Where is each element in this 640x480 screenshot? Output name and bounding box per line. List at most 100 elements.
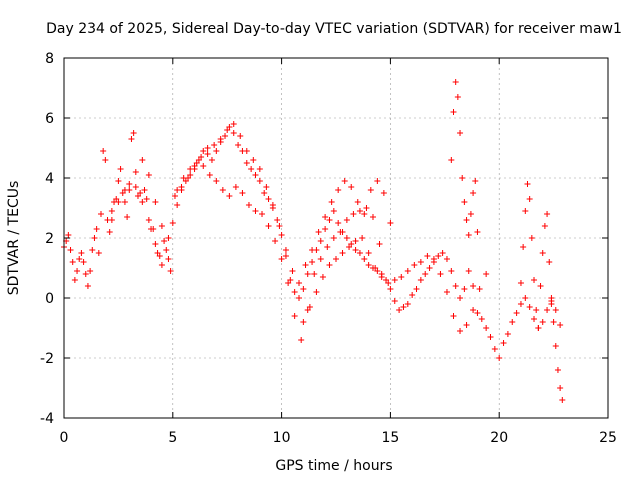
- data-point: [537, 283, 544, 289]
- data-point: [322, 226, 329, 232]
- data-point: [145, 172, 152, 178]
- data-point: [276, 223, 283, 229]
- data-point: [269, 202, 276, 208]
- data-point: [361, 211, 368, 217]
- data-point: [396, 307, 403, 313]
- data-point: [145, 217, 152, 223]
- x-tick-label: 5: [168, 430, 177, 446]
- data-point: [343, 217, 350, 223]
- data-point: [65, 232, 72, 238]
- data-point: [106, 229, 113, 235]
- y-tick-label: 2: [45, 231, 54, 247]
- data-point: [141, 187, 148, 193]
- data-point: [300, 286, 307, 292]
- data-point: [348, 184, 355, 190]
- data-point: [378, 274, 385, 280]
- data-point: [100, 148, 107, 154]
- data-point: [522, 295, 529, 301]
- data-point: [544, 211, 551, 217]
- data-point: [252, 208, 259, 214]
- data-point: [291, 289, 298, 295]
- data-point: [398, 274, 405, 280]
- data-point: [171, 193, 178, 199]
- data-point: [380, 190, 387, 196]
- data-point: [333, 256, 339, 262]
- data-point: [178, 184, 185, 190]
- y-tick-label: -4: [40, 411, 54, 427]
- data-point: [115, 178, 122, 184]
- data-point: [450, 313, 457, 319]
- data-point: [522, 208, 529, 214]
- data-point: [139, 157, 146, 163]
- data-point: [533, 307, 540, 313]
- data-point: [374, 178, 381, 184]
- data-point: [67, 247, 74, 253]
- data-point: [306, 304, 313, 310]
- data-point: [437, 271, 444, 277]
- data-point: [278, 232, 285, 238]
- data-point: [289, 268, 296, 274]
- data-point: [457, 130, 464, 136]
- data-point: [204, 145, 211, 151]
- y-tick-label: 4: [45, 171, 54, 187]
- data-point: [335, 187, 342, 193]
- grid-lines: [64, 58, 608, 418]
- data-point: [174, 202, 181, 208]
- data-point: [544, 307, 551, 313]
- data-point: [467, 211, 474, 217]
- data-point: [463, 322, 470, 328]
- data-point: [454, 94, 461, 100]
- data-point: [483, 271, 490, 277]
- data-point: [326, 262, 333, 268]
- data-point: [387, 220, 394, 226]
- data-point: [91, 235, 98, 241]
- data-point: [115, 199, 122, 205]
- data-point: [439, 250, 446, 256]
- data-point: [291, 313, 298, 319]
- data-point: [409, 292, 416, 298]
- data-point: [369, 214, 376, 220]
- data-point: [452, 283, 459, 289]
- data-point: [552, 343, 559, 349]
- data-point: [130, 130, 137, 136]
- data-point: [239, 190, 246, 196]
- data-point: [463, 217, 470, 223]
- data-point: [452, 79, 459, 85]
- data-point: [367, 187, 374, 193]
- data-point: [356, 250, 363, 256]
- data-point: [385, 280, 392, 286]
- data-point: [248, 166, 255, 172]
- data-point: [165, 235, 172, 241]
- data-point: [265, 196, 272, 202]
- data-point: [330, 208, 337, 214]
- data-point: [339, 250, 346, 256]
- data-point: [263, 184, 270, 190]
- data-point: [152, 199, 159, 205]
- data-point: [252, 172, 259, 178]
- data-point: [361, 256, 368, 262]
- data-point: [435, 253, 442, 259]
- data-point: [470, 307, 477, 313]
- data-point: [309, 259, 316, 265]
- data-point: [128, 136, 135, 142]
- data-point: [459, 175, 466, 181]
- data-point: [261, 190, 268, 196]
- data-point: [108, 217, 115, 223]
- data-point: [224, 127, 231, 133]
- data-point: [272, 238, 279, 244]
- data-point: [158, 262, 165, 268]
- data-point: [167, 268, 174, 274]
- data-point: [265, 223, 272, 229]
- data-point: [302, 262, 309, 268]
- data-point: [317, 256, 324, 262]
- data-point: [87, 268, 94, 274]
- data-point: [121, 187, 128, 193]
- data-point: [524, 181, 531, 187]
- data-point: [121, 199, 128, 205]
- data-point: [461, 199, 468, 205]
- data-point: [250, 157, 257, 163]
- data-point: [282, 253, 289, 259]
- data-point: [531, 316, 538, 322]
- data-point: [517, 280, 524, 286]
- data-point: [535, 325, 542, 331]
